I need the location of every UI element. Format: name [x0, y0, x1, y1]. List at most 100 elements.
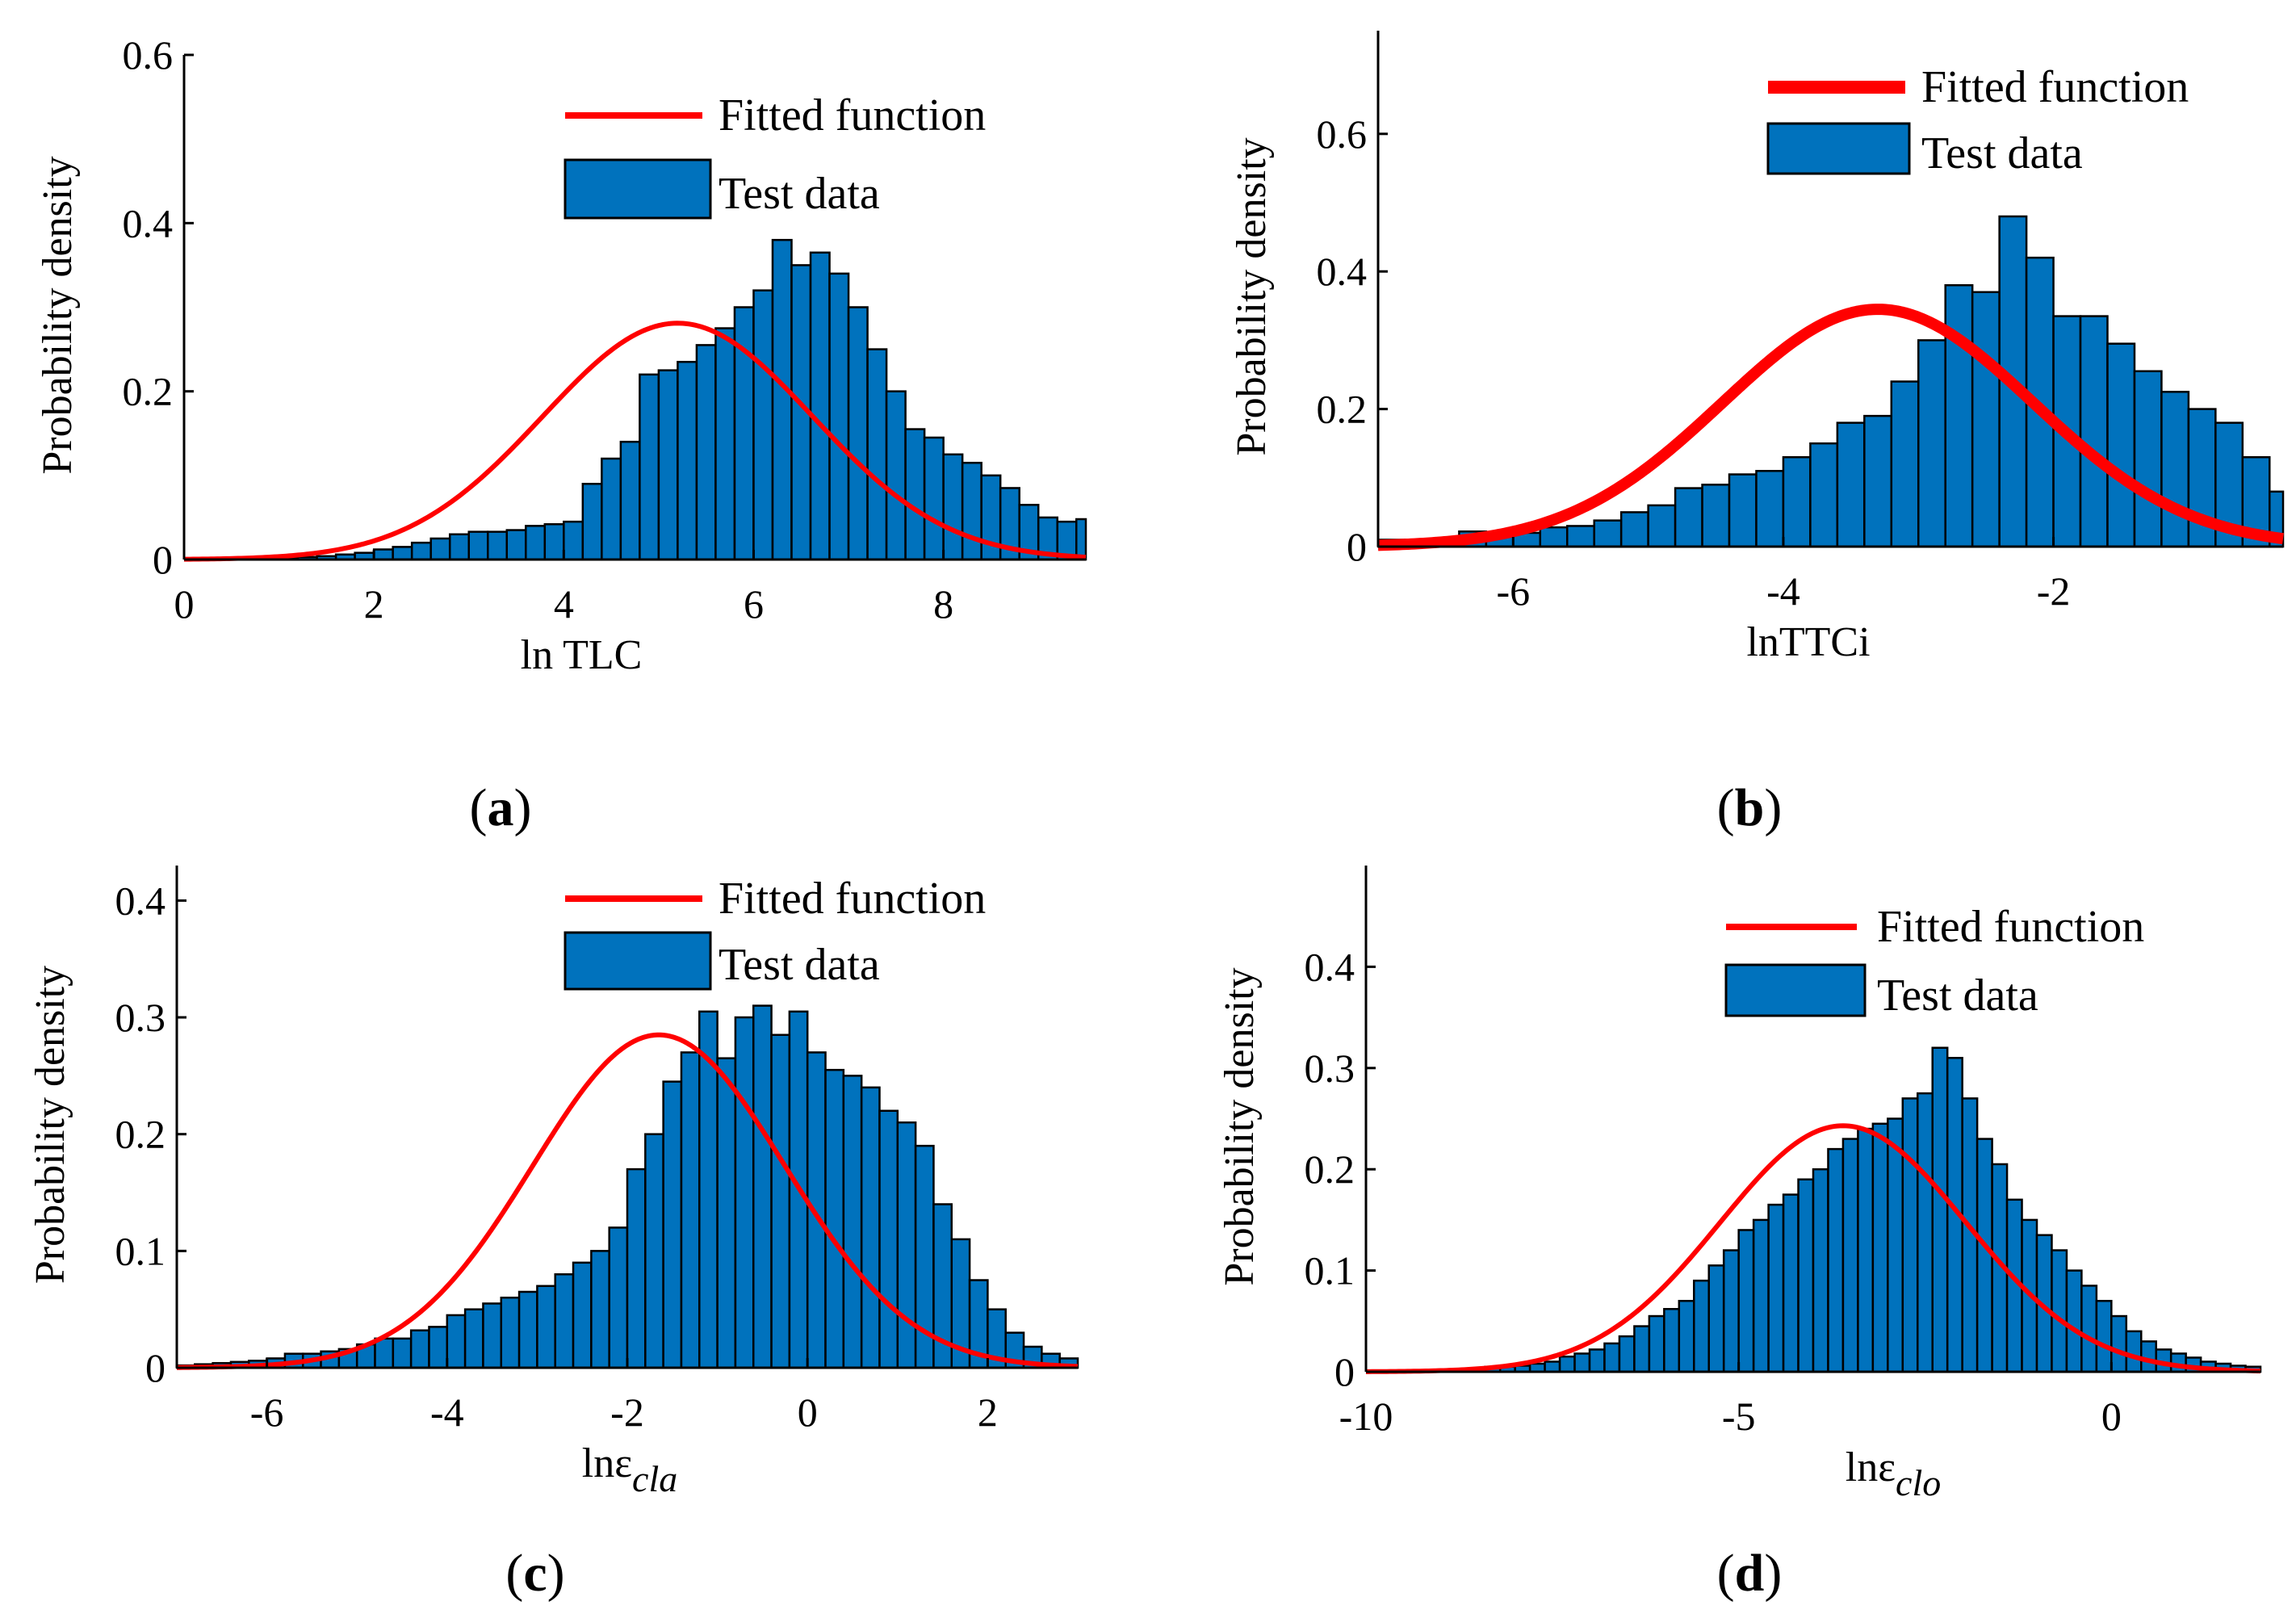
histogram-bar	[1827, 1147, 1845, 1373]
histogram-bar	[644, 1133, 664, 1369]
histogram-bar	[608, 1226, 629, 1369]
panel-d: -10 -5 0 0 0.1 0.2 0.3 0.4 Probability density ln…	[1217, 866, 2262, 1503]
y-tick-label: 0.2	[1305, 1147, 1355, 1192]
histogram-bar	[2110, 1314, 2128, 1373]
y-tick-label: 0.6	[1317, 111, 1368, 157]
y-axis-label: Probability density	[35, 156, 81, 474]
x-axis-label: ln TLC	[521, 632, 643, 678]
histogram-bar	[372, 548, 394, 561]
histogram-bar	[657, 369, 679, 561]
histogram-bar	[429, 537, 451, 561]
histogram-bar	[752, 1004, 773, 1369]
x-tick-label: 8	[933, 581, 953, 627]
legend-bar-swatch	[1724, 963, 1867, 1017]
fitted-curve	[176, 1032, 1079, 1370]
histogram-bar	[1871, 1122, 1889, 1373]
histogram-bar	[1588, 1348, 1606, 1373]
y-axis-label: Probability density	[1229, 137, 1275, 455]
histogram-bar	[695, 344, 717, 561]
caption-c: (c)	[505, 1544, 564, 1603]
histogram-bar	[1890, 380, 1920, 548]
x-axis-label: lnεcla	[582, 1440, 678, 1499]
histogram-bar	[1593, 519, 1623, 548]
histogram-bar	[392, 546, 413, 561]
histogram-bar	[639, 373, 660, 561]
x-tick-label: -5	[1722, 1394, 1756, 1439]
histogram-bar	[1565, 525, 1595, 548]
histogram-bar	[2125, 1330, 2143, 1373]
y-tick-label: 0.6	[123, 32, 174, 78]
legend-label-data: Test data	[1877, 970, 2038, 1021]
histogram-bar	[847, 306, 869, 561]
histogram-bar	[2065, 1269, 2083, 1373]
panel-b: -6 -4 -2 0 0.2 0.4 0.6 Probability density lnTTC…	[1229, 31, 2286, 665]
histogram-bar	[563, 520, 584, 561]
y-tick-label: 0.3	[115, 995, 166, 1040]
histogram-bars	[1469, 1046, 2262, 1373]
histogram-bar	[809, 251, 831, 561]
fitted-curve	[1375, 304, 2286, 551]
y-tick-label: 0.2	[1317, 387, 1368, 432]
histogram-bar	[392, 1337, 413, 1369]
histogram-bar	[517, 1290, 538, 1369]
histogram-bar	[1971, 291, 2001, 548]
x-tick-label: -2	[2037, 568, 2071, 614]
legend-label-data: Test data	[1921, 128, 2083, 178]
histogram-bar	[1975, 1138, 1993, 1373]
histogram-bar	[446, 1314, 467, 1369]
histogram-bar	[1809, 442, 1839, 548]
legend-label-fit: Fitted function	[1921, 62, 2189, 112]
x-tick-label: 2	[364, 581, 384, 627]
histogram-bar	[467, 530, 489, 561]
y-tick-label: 0	[145, 1345, 165, 1390]
histogram-bar	[680, 1051, 701, 1369]
histogram-bar	[1693, 1279, 1710, 1373]
histogram-bar	[2079, 315, 2109, 548]
histogram-bar	[1944, 283, 1974, 548]
histogram-bar	[878, 1109, 899, 1369]
histogram-bar	[1528, 1362, 1546, 1373]
fitted-curve	[183, 321, 1087, 562]
histogram-bar	[904, 428, 926, 561]
y-tick-label: 0	[1347, 524, 1367, 569]
y-tick-label: 0.2	[123, 369, 174, 414]
histogram-bar	[828, 272, 850, 561]
histogram-bar	[1707, 1264, 1725, 1373]
histogram-bar	[1647, 504, 1677, 548]
histogram-bar	[1722, 1249, 1740, 1373]
legend-label-fit: Fitted function	[719, 874, 986, 924]
histogram-bar	[824, 1068, 845, 1369]
histogram-bar	[374, 1337, 395, 1369]
y-tick-label: 0.3	[1305, 1046, 1355, 1091]
histogram-bar	[428, 1326, 449, 1369]
histogram-bar	[1633, 1325, 1651, 1373]
histogram-bar	[487, 530, 509, 561]
histogram-bar	[1544, 1360, 1561, 1373]
histogram-bar	[1619, 511, 1649, 548]
legend-bar-swatch	[564, 158, 712, 220]
histogram-bar	[662, 1080, 683, 1369]
x-tick-label: 0	[2101, 1394, 2122, 1439]
histogram-bar	[1674, 487, 1703, 548]
histogram-bar	[866, 348, 888, 561]
y-tick-label: 0	[153, 537, 173, 582]
histogram-bar	[1812, 1168, 1829, 1373]
x-tick-label: -6	[250, 1390, 284, 1435]
x-tick-label: -10	[1339, 1394, 1393, 1439]
histogram-bar	[543, 523, 565, 561]
x-tick-label: 0	[798, 1390, 818, 1435]
histogram-bar	[1558, 1355, 1576, 1373]
y-tick-label: 0.2	[115, 1112, 166, 1157]
y-tick-label: 0.1	[115, 1228, 166, 1273]
histogram-bar	[536, 1285, 556, 1369]
caption-b: (b)	[1717, 778, 1783, 837]
histogram-bar	[734, 1016, 755, 1369]
histogram-bar	[2133, 370, 2163, 548]
histogram-bar	[590, 1250, 610, 1369]
y-tick-label: 0.4	[1317, 249, 1368, 294]
histogram-bar	[752, 289, 774, 561]
histogram-bar	[1075, 518, 1087, 561]
panel-c: -6 -4 -2 0 2 0 0.1 0.2 0.3 0.4 Probability density…	[27, 866, 1079, 1499]
legend-label-data: Test data	[719, 940, 880, 990]
